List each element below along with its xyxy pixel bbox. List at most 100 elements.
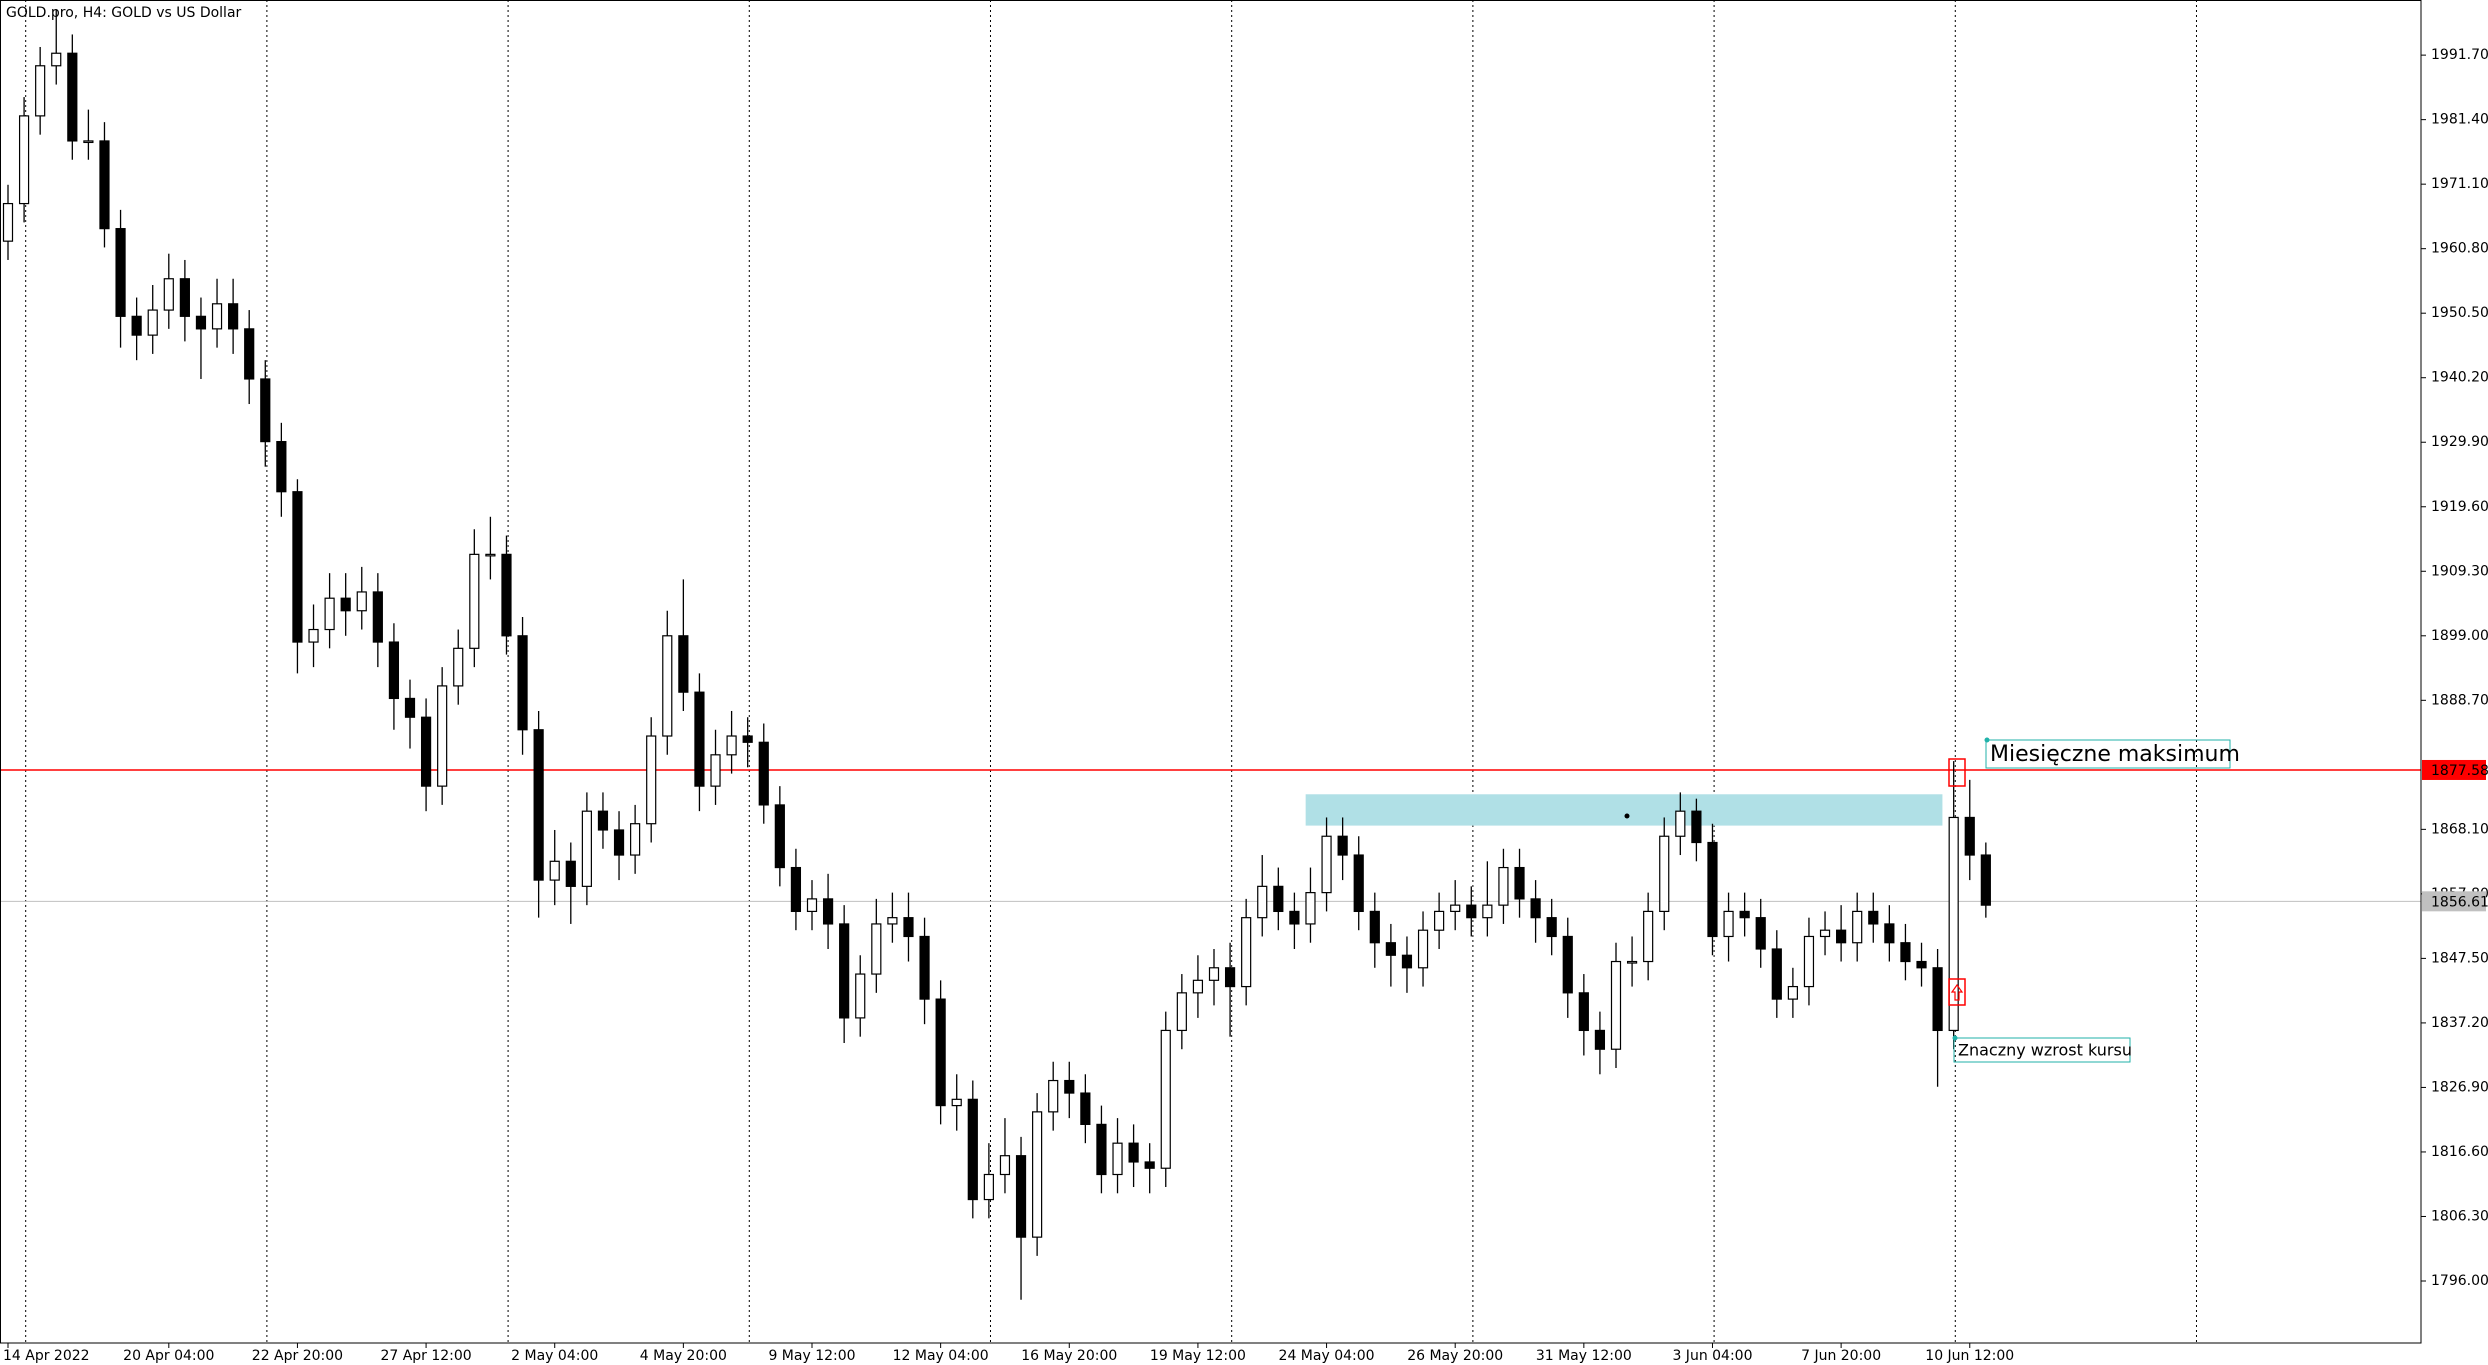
candle-body xyxy=(1675,810,1686,837)
candle-body xyxy=(179,278,190,317)
x-tick-label: 7 Jun 20:00 xyxy=(1801,1348,1881,1364)
candle-body xyxy=(388,641,400,700)
annotation-text: Znaczny wzrost kursu xyxy=(1958,1041,2132,1060)
candle-body xyxy=(726,735,737,756)
candle-body xyxy=(1353,854,1364,913)
candle-body xyxy=(790,866,802,913)
candle-body xyxy=(517,635,528,731)
y-tick-label: 1837.20 xyxy=(2431,1015,2488,1031)
candle-body xyxy=(83,140,94,144)
candle-body xyxy=(774,804,785,869)
candle-body xyxy=(1755,917,1766,950)
x-tick-label: 24 May 04:00 xyxy=(1279,1348,1375,1364)
candle-body xyxy=(276,441,287,493)
candle-body xyxy=(18,115,30,205)
candle-body xyxy=(1659,835,1670,913)
x-tick-label: 3 Jun 04:00 xyxy=(1672,1348,1752,1364)
candle-body xyxy=(1032,1111,1043,1238)
candle-body xyxy=(1916,960,1927,969)
x-tick-label: 20 Apr 04:00 xyxy=(123,1348,214,1364)
y-tick-label: 1806.30 xyxy=(2431,1208,2488,1224)
candle-body xyxy=(871,923,882,975)
candle-body xyxy=(806,898,818,913)
candle-body xyxy=(1852,910,1863,944)
candle-body xyxy=(1884,923,1895,944)
candle-body xyxy=(983,1173,994,1201)
candle-body xyxy=(1771,948,1782,1000)
candle-body xyxy=(1466,904,1477,919)
candle-body xyxy=(903,917,914,938)
candle-body xyxy=(1112,1142,1123,1176)
candle-body xyxy=(1594,1029,1606,1050)
candle-body xyxy=(1578,992,1589,1032)
candle-body xyxy=(1948,816,1959,1032)
candle-body xyxy=(340,597,351,612)
candle-body xyxy=(1932,967,1943,1032)
candle-body xyxy=(1064,1079,1075,1094)
anchor-dot xyxy=(1624,813,1630,819)
y-tick-label: 1826.90 xyxy=(2431,1079,2488,1095)
x-tick-label: 10 Jun 12:00 xyxy=(1925,1348,2014,1364)
candle-body xyxy=(131,315,142,336)
y-tick-label: 1816.60 xyxy=(2431,1144,2488,1160)
candle-body xyxy=(1530,898,1541,919)
candle-body xyxy=(1868,910,1879,925)
arrow-icon xyxy=(1950,983,1964,1001)
x-tick-label: 12 May 04:00 xyxy=(893,1348,989,1364)
candle-body xyxy=(1514,866,1525,900)
y-tick-label: 1868.10 xyxy=(2431,821,2488,837)
candle-body xyxy=(1273,885,1284,913)
candle-body xyxy=(99,140,110,230)
zone-layer xyxy=(1305,794,1943,826)
candle-body xyxy=(1048,1079,1059,1113)
candle-body xyxy=(51,52,62,67)
candle-body xyxy=(951,1098,962,1107)
candle-body xyxy=(260,378,271,443)
candle-body xyxy=(1562,935,1573,994)
candle-body xyxy=(1321,835,1332,894)
candle-body xyxy=(1450,904,1461,913)
candle-body xyxy=(1434,910,1445,931)
x-tick-label: 19 May 12:00 xyxy=(1150,1348,1246,1364)
grid-layer xyxy=(25,0,2197,1343)
candle-body xyxy=(1803,935,1815,988)
plot-frame xyxy=(0,0,2422,1344)
x-tick-label: 26 May 20:00 xyxy=(1407,1348,1503,1364)
candle-body xyxy=(1241,917,1252,988)
candle-body xyxy=(1836,929,1847,944)
candle-body xyxy=(437,685,448,787)
candle-body xyxy=(1160,1029,1171,1169)
price-label: 1877.58 xyxy=(2431,763,2488,779)
candle-body xyxy=(549,860,560,881)
candle-body xyxy=(839,923,850,1019)
candle-body xyxy=(1401,954,1413,969)
candle-body xyxy=(662,635,673,737)
candle-body xyxy=(1417,929,1429,969)
x-tick-label: 9 May 12:00 xyxy=(768,1348,855,1364)
price-label-box xyxy=(2422,759,2486,780)
candle-body xyxy=(646,735,657,825)
candle-body xyxy=(1900,942,1911,963)
candle-body xyxy=(1128,1142,1139,1163)
candle-body xyxy=(244,328,255,380)
candle-body xyxy=(1739,910,1750,919)
candle-body xyxy=(1144,1161,1155,1169)
candle-body xyxy=(1015,1155,1027,1238)
x-tick-label: 2 May 04:00 xyxy=(511,1348,598,1364)
candle-body xyxy=(1369,910,1380,944)
candle-body xyxy=(533,729,544,881)
candle-body xyxy=(581,810,592,887)
x-tick-label: 16 May 20:00 xyxy=(1021,1348,1117,1364)
x-tick-label: 22 Apr 20:00 xyxy=(252,1348,343,1364)
candle-body xyxy=(1208,967,1220,981)
y-tick-label: 1971.10 xyxy=(2431,176,2488,192)
candle-body xyxy=(1723,910,1734,938)
y-tick-label: 1940.20 xyxy=(2431,370,2488,386)
candle-body xyxy=(1096,1123,1107,1176)
candle-layer xyxy=(2,9,1991,1300)
candle-body xyxy=(195,315,207,330)
candle-body xyxy=(163,278,174,311)
candle-body xyxy=(356,591,367,612)
